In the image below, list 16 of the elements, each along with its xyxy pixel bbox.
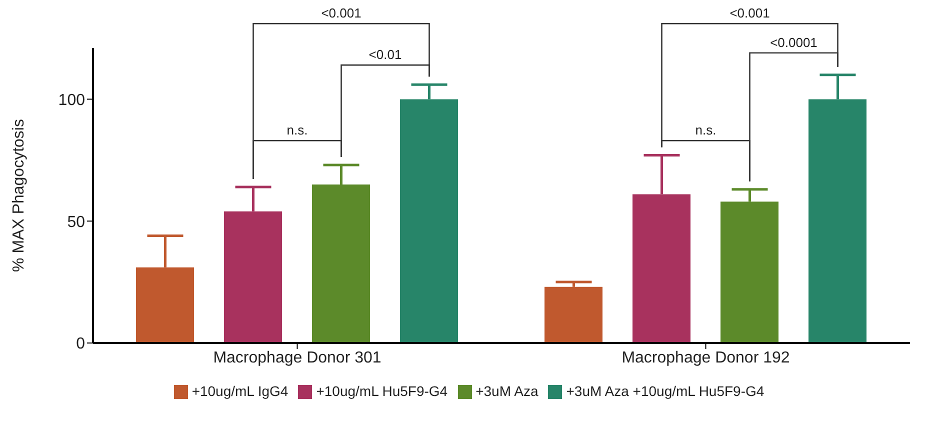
x-tick-label: Macrophage Donor 301	[213, 349, 382, 366]
legend-label: +10ug/mL IgG4	[192, 383, 288, 399]
annotation: n.s.	[695, 122, 716, 138]
annotation: <0.0001	[770, 34, 818, 50]
legend-label: +3uM Aza +10ug/mL Hu5F9-G4	[566, 383, 764, 399]
y-tick-label: 100	[58, 92, 86, 109]
y-tick-label: 50	[67, 214, 86, 231]
y-axis-title: % MAX Phagocytosis	[10, 119, 28, 272]
text: <0.001	[321, 6, 362, 21]
x-tick-label: Macrophage Donor 192	[622, 349, 790, 366]
legend-label: +3uM Aza	[476, 383, 538, 399]
legend-label: +10ug/mL Hu5F9-G4	[316, 383, 448, 399]
y-tick-label: 0	[76, 336, 86, 353]
text: <0.001	[730, 6, 770, 21]
annotation: n.s.	[286, 122, 308, 138]
annotation: <0.01	[368, 47, 402, 62]
